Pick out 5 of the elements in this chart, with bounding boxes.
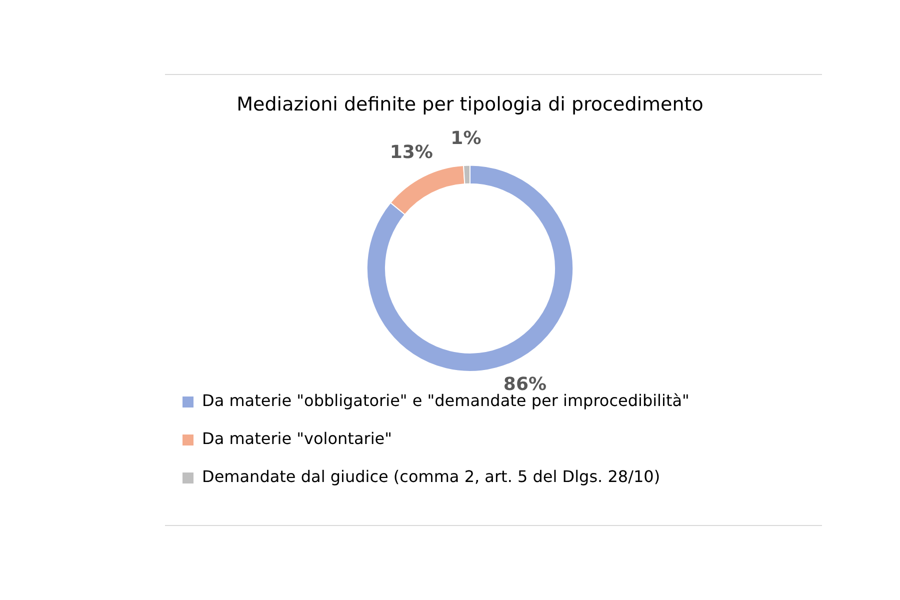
legend-label: Demandate dal giudice (comma 2, art. 5 del Dlgs. 28/10) <box>202 467 660 486</box>
legend-label: Da materie "volontarie" <box>202 429 392 448</box>
chart-title: Mediazioni definite per tipologia di procedimento <box>236 93 704 116</box>
data-label: 13% <box>390 142 433 164</box>
data-label: 1% <box>450 128 482 150</box>
